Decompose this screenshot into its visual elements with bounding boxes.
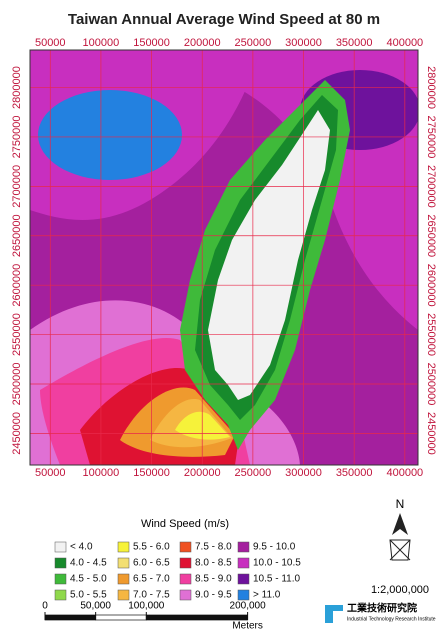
y-tick-label: 2450000 <box>11 412 23 455</box>
legend-swatch <box>237 557 250 569</box>
y-tick-label: 2500000 <box>425 363 437 406</box>
legend-swatch <box>117 541 130 553</box>
y-tick-label: 2650000 <box>11 214 23 257</box>
legend-swatch <box>237 541 250 553</box>
north-arrow: N <box>389 497 411 561</box>
legend-label: 10.5 - 11.0 <box>253 574 301 585</box>
legend-swatch <box>54 573 67 585</box>
y-tick-label: 2500000 <box>11 363 23 406</box>
x-tick-label: 150000 <box>133 467 170 479</box>
legend-label: 6.0 - 6.5 <box>133 558 170 569</box>
legend-swatch <box>54 557 67 569</box>
legend-swatch <box>237 573 250 585</box>
map-scale: 1:2,000,000 <box>371 584 429 596</box>
arrow <box>392 513 408 535</box>
wind-map <box>30 50 418 465</box>
y-tick-label: 2550000 <box>11 313 23 356</box>
legend-label: 8.0 - 8.5 <box>195 558 232 569</box>
y-tick-label: 2700000 <box>425 165 437 208</box>
legend-label: 5.5 - 6.0 <box>133 542 170 553</box>
legend-swatch <box>179 589 192 601</box>
title: Taiwan Annual Average Wind Speed at 80 m <box>68 11 380 28</box>
x-tick-label: 150000 <box>133 37 170 49</box>
legend-swatch <box>117 557 130 569</box>
legend-label: 4.5 - 5.0 <box>70 574 107 585</box>
legend-swatch <box>179 557 192 569</box>
y-tick-label: 2750000 <box>11 116 23 159</box>
x-tick-label: 350000 <box>336 467 373 479</box>
legend-label: 8.5 - 9.0 <box>195 574 232 585</box>
legend-label: 7.0 - 7.5 <box>133 590 170 601</box>
legend-label: 6.5 - 7.0 <box>133 574 170 585</box>
y-tick-label: 2550000 <box>425 313 437 356</box>
y-tick-label: 2750000 <box>425 116 437 159</box>
legend-title: Wind Speed (m/s) <box>141 518 229 530</box>
legend-swatch <box>179 541 192 553</box>
scale-label: 100,000 <box>128 601 165 612</box>
legend-label: 4.0 - 4.5 <box>70 558 107 569</box>
scale-label: 200,000 <box>230 601 267 612</box>
scale-segment <box>44 614 97 621</box>
map-frame <box>29 49 419 466</box>
legend-label: < 4.0 <box>70 542 93 553</box>
y-tick-label: 2800000 <box>11 66 23 109</box>
x-tick-label: 100000 <box>83 37 120 49</box>
legend-label: 7.5 - 8.0 <box>195 542 232 553</box>
x-tick-label: 250000 <box>235 37 272 49</box>
logo-mark <box>325 605 343 623</box>
x-tick-label: 300000 <box>285 37 322 49</box>
legend-swatch <box>54 589 67 601</box>
x-tick-label: 200000 <box>184 467 221 479</box>
y-tick-label: 2650000 <box>425 214 437 257</box>
legend-label: > 11.0 <box>253 590 281 601</box>
x-tick-label: 200000 <box>184 37 221 49</box>
scale-label: 0 <box>42 601 48 612</box>
legend-label: 10.0 - 10.5 <box>253 558 301 569</box>
arrow <box>389 539 411 561</box>
x-tick-label: 50000 <box>35 467 66 479</box>
legend-swatch <box>117 589 130 601</box>
legend-swatch <box>54 541 67 553</box>
y-tick-label: 2450000 <box>425 412 437 455</box>
legend-label: 5.0 - 5.5 <box>70 590 107 601</box>
logo-name: 工業技術研究院 <box>347 602 417 615</box>
x-tick-label: 100000 <box>83 467 120 479</box>
scale-unit: Meters <box>232 621 263 632</box>
y-tick-label: 2600000 <box>11 264 23 307</box>
y-tick-label: 2800000 <box>425 66 437 109</box>
scale-segment <box>95 614 147 621</box>
legend-label: 9.0 - 9.5 <box>195 590 232 601</box>
x-tick-label: 250000 <box>235 467 272 479</box>
arrow <box>389 539 411 561</box>
legend-swatch <box>237 589 250 601</box>
scale-label: 50,000 <box>80 601 111 612</box>
scale-segment <box>145 614 248 621</box>
legend-swatch <box>117 573 130 585</box>
x-tick-label: 400000 <box>386 37 423 49</box>
y-tick-label: 2700000 <box>11 165 23 208</box>
x-tick-label: 400000 <box>386 467 423 479</box>
north-label: N <box>396 497 405 511</box>
zone <box>38 90 182 180</box>
x-tick-label: 50000 <box>35 37 66 49</box>
legend-label: 9.5 - 10.0 <box>253 542 296 553</box>
logo-english: Industrial Technology Research Institute <box>347 616 436 622</box>
island <box>208 110 330 400</box>
x-tick-label: 350000 <box>336 37 373 49</box>
logo: 工業技術研究院 Industrial Technology Research I… <box>325 602 436 623</box>
legend-swatch <box>179 573 192 585</box>
x-tick-label: 300000 <box>285 467 322 479</box>
y-tick-label: 2600000 <box>425 264 437 307</box>
